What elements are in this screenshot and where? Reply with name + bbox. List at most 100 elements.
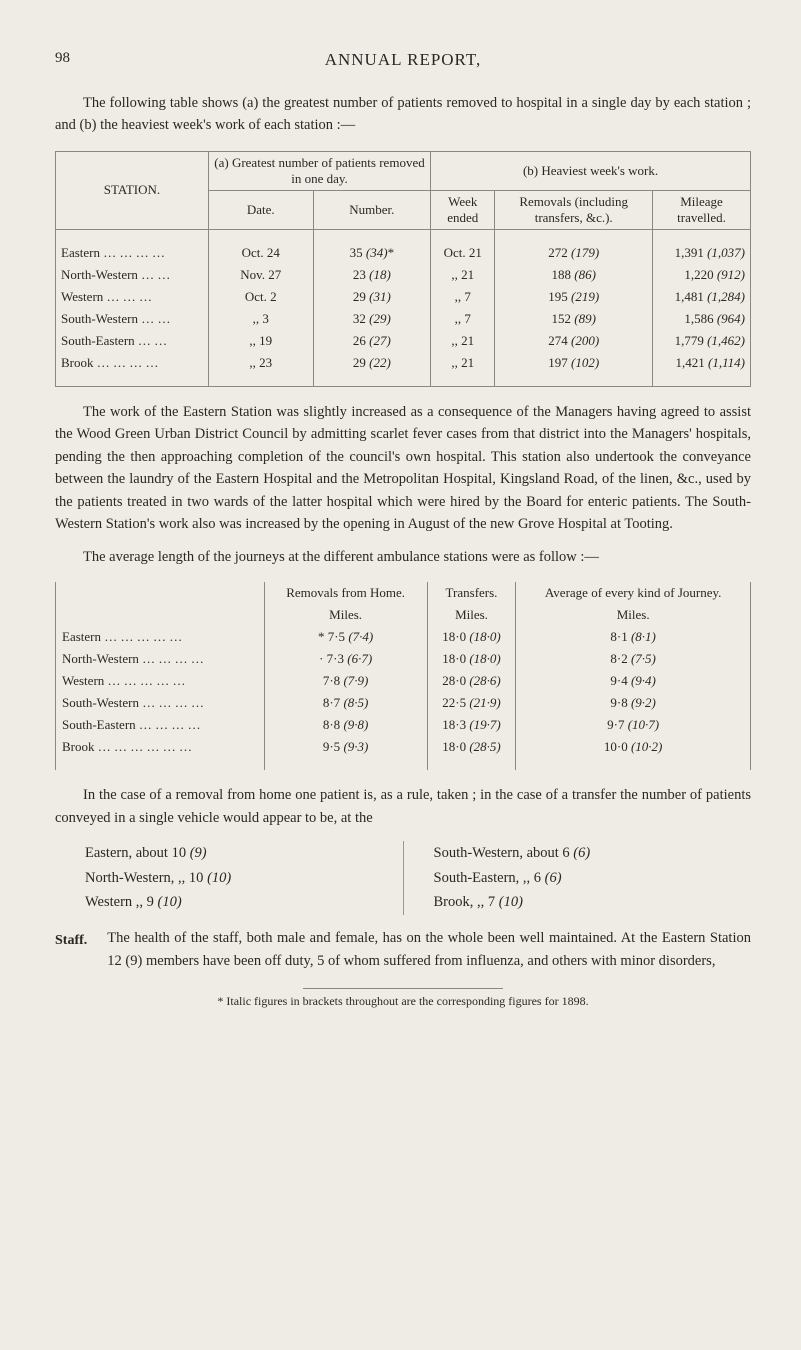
page-number: 98 [55, 50, 70, 67]
cell-station: Brook … … … … … … [56, 736, 265, 758]
th-number: Number. [313, 190, 431, 229]
cell-date: Oct. 2 [208, 286, 313, 308]
cell-number: 23 (18) [313, 264, 431, 286]
cell-removals: 152 (89) [495, 308, 653, 330]
cell-removals: 8·7 (8·5) [264, 692, 427, 714]
cell-week: ,, 21 [431, 352, 495, 374]
cell-station: Eastern … … … … … [56, 626, 265, 648]
table-row: Western … … … … …7·8 (7·9)28·0 (28·6)9·4… [56, 670, 751, 692]
cell-station: Western … … … [56, 286, 209, 308]
cell-station: North-Western … … [56, 264, 209, 286]
summary-line: Eastern, about 10 (9) [85, 841, 373, 866]
th-removals-home: Removals from Home. [264, 582, 427, 604]
cell-transfers: 18·0 (18·0) [427, 626, 516, 648]
th-transfers: Transfers. [427, 582, 516, 604]
sub-miles-2: Miles. [427, 604, 516, 626]
cell-number: 26 (27) [313, 330, 431, 352]
cell-mileage: 1,779 (1,462) [653, 330, 751, 352]
table-row: North-Western … … … …· 7·3 (6·7)18·0 (18… [56, 648, 751, 670]
cell-removals: 195 (219) [495, 286, 653, 308]
summary-line: South-Western, about 6 (6) [434, 841, 722, 866]
page: 98 ANNUAL REPORT, The following table sh… [0, 0, 801, 1350]
table-row: South-Western … …,, 332 (29),, 7152 (89)… [56, 308, 751, 330]
cell-station: South-Eastern … … … … [56, 714, 265, 736]
sub-miles-3: Miles. [516, 604, 751, 626]
table-row: Brook … … … …,, 2329 (22),, 21197 (102)1… [56, 352, 751, 374]
cell-number: 32 (29) [313, 308, 431, 330]
cell-week: ,, 21 [431, 264, 495, 286]
table-row: South-Eastern … … … …8·8 (9·8)18·3 (19·7… [56, 714, 751, 736]
staff-block: Staff. The health of the staff, both mal… [55, 927, 751, 972]
cell-station: Western … … … … … [56, 670, 265, 692]
summary-line: Western ,, 9 (10) [85, 890, 373, 915]
cell-removals: * 7·5 (7·4) [264, 626, 427, 648]
th-removals: Removals (including transfers, &c.). [495, 190, 653, 229]
summary-right: South-Western, about 6 (6)South-Eastern,… [434, 841, 722, 915]
table-row: Eastern … … … … …* 7·5 (7·4)18·0 (18·0)8… [56, 626, 751, 648]
cell-mileage: 1,481 (1,284) [653, 286, 751, 308]
cell-avg: 8·1 (8·1) [516, 626, 751, 648]
th-group-b: (b) Heaviest week's work. [431, 151, 751, 190]
cell-transfers: 18·0 (18·0) [427, 648, 516, 670]
sub-miles-1: Miles. [264, 604, 427, 626]
table-weekly-stats: STATION. (a) Greatest number of patients… [55, 151, 751, 387]
cell-mileage: 1,421 (1,114) [653, 352, 751, 374]
para-intro-1: The following table shows (a) the greate… [55, 92, 751, 137]
cell-station: Brook … … … … [56, 352, 209, 374]
cell-transfers: 22·5 (21·9) [427, 692, 516, 714]
cell-removals: 7·8 (7·9) [264, 670, 427, 692]
cell-number: 29 (22) [313, 352, 431, 374]
cell-date: ,, 19 [208, 330, 313, 352]
cell-station: South-Western … … [56, 308, 209, 330]
para-body-2: The average length of the journeys at th… [55, 546, 751, 568]
cell-avg: 8·2 (7·5) [516, 648, 751, 670]
cell-transfers: 28·0 (28·6) [427, 670, 516, 692]
cell-mileage: 1,220 (912) [653, 264, 751, 286]
summary-line: South-Eastern, ,, 6 (6) [434, 866, 722, 891]
cell-removals: 8·8 (9·8) [264, 714, 427, 736]
cell-week: ,, 7 [431, 286, 495, 308]
footnote-rule [303, 988, 503, 989]
cell-date: Nov. 27 [208, 264, 313, 286]
th-week: Week ended [431, 190, 495, 229]
cell-date: Oct. 24 [208, 242, 313, 264]
th-group-a: (a) Greatest number of patients removed … [208, 151, 430, 190]
summary-columns: Eastern, about 10 (9)North-Western, ,, 1… [85, 841, 721, 915]
cell-station: Eastern … … … … [56, 242, 209, 264]
cell-removals: · 7·3 (6·7) [264, 648, 427, 670]
summary-line: North-Western, ,, 10 (10) [85, 866, 373, 891]
cell-station: South-Western … … … … [56, 692, 265, 714]
cell-avg: 9·7 (10·7) [516, 714, 751, 736]
staff-label: Staff. [55, 927, 87, 949]
cell-avg: 10·0 (10·2) [516, 736, 751, 758]
para-body-3: In the case of a removal from home one p… [55, 784, 751, 829]
cell-removals: 197 (102) [495, 352, 653, 374]
cell-transfers: 18·3 (19·7) [427, 714, 516, 736]
cell-number: 35 (34)* [313, 242, 431, 264]
staff-text: The health of the staff, both male and f… [107, 927, 751, 972]
cell-mileage: 1,586 (964) [653, 308, 751, 330]
cell-station: North-Western … … … … [56, 648, 265, 670]
cell-mileage: 1,391 (1,037) [653, 242, 751, 264]
cell-avg: 9·8 (9·2) [516, 692, 751, 714]
cell-removals: 272 (179) [495, 242, 653, 264]
table-row: North-Western … …Nov. 2723 (18),, 21188 … [56, 264, 751, 286]
th-mileage: Mileage travelled. [653, 190, 751, 229]
cell-date: ,, 23 [208, 352, 313, 374]
table-row: South-Eastern … …,, 1926 (27),, 21274 (2… [56, 330, 751, 352]
summary-line: Brook, ,, 7 (10) [434, 890, 722, 915]
th-date: Date. [208, 190, 313, 229]
summary-left: Eastern, about 10 (9)North-Western, ,, 1… [85, 841, 373, 915]
th-avg: Average of every kind of Journey. [516, 582, 751, 604]
cell-number: 29 (31) [313, 286, 431, 308]
cell-removals: 188 (86) [495, 264, 653, 286]
cell-station: South-Eastern … … [56, 330, 209, 352]
cell-week: ,, 21 [431, 330, 495, 352]
th-station: STATION. [56, 151, 209, 229]
cell-removals: 9·5 (9·3) [264, 736, 427, 758]
cell-date: ,, 3 [208, 308, 313, 330]
table-row: Brook … … … … … …9·5 (9·3)18·0 (28·5)10·… [56, 736, 751, 758]
cell-avg: 9·4 (9·4) [516, 670, 751, 692]
cell-removals: 274 (200) [495, 330, 653, 352]
table-row: Western … … …Oct. 229 (31),, 7195 (219)1… [56, 286, 751, 308]
